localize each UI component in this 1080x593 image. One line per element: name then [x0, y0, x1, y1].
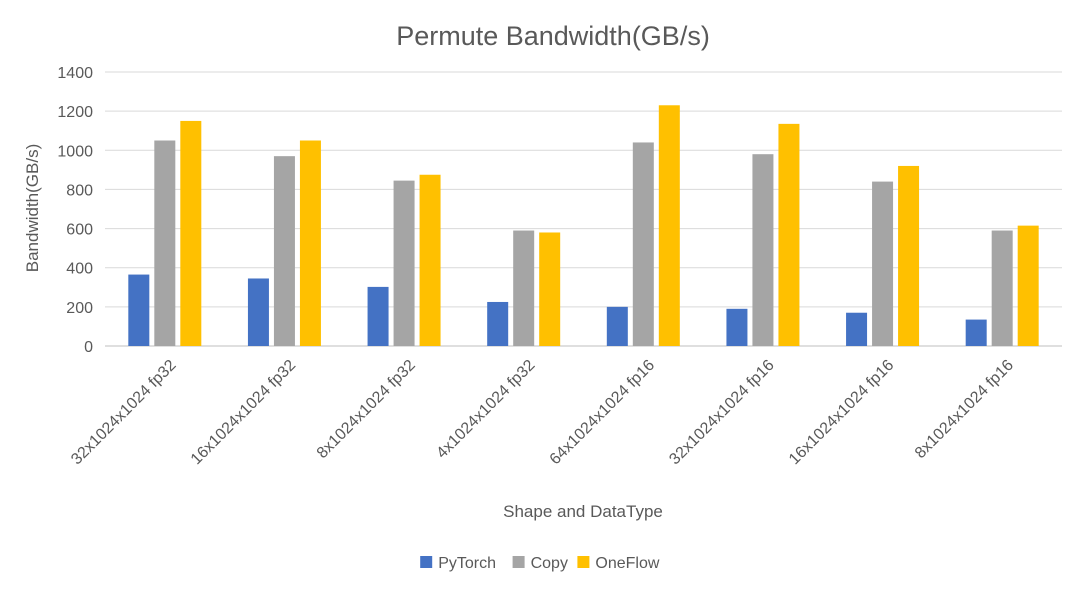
y-tick-label: 200: [66, 300, 93, 317]
y-tick-label: 600: [66, 222, 93, 239]
bar-copy: [513, 230, 535, 346]
bar-pytorch: [367, 286, 389, 346]
chart-title: Permute Bandwidth(GB/s): [396, 21, 710, 51]
bar-oneflow: [419, 174, 441, 346]
bar-pytorch: [128, 274, 150, 346]
bar-oneflow: [658, 105, 680, 347]
legend-swatch: [577, 556, 590, 568]
bar-copy: [991, 230, 1013, 346]
x-tick-label: 32x1024x1024 fp16: [666, 357, 777, 468]
x-tick-label: 32x1024x1024 fp32: [68, 357, 179, 468]
bar-oneflow: [898, 165, 920, 346]
legend-swatch: [512, 556, 525, 568]
bar-pytorch: [487, 301, 509, 346]
bars: [128, 105, 1039, 347]
bar-oneflow: [1017, 225, 1039, 346]
bar-copy: [632, 142, 654, 346]
x-tick-label: 16x1024x1024 fp32: [188, 357, 299, 468]
legend-label: OneFlow: [595, 555, 659, 572]
x-tick-label: 64x1024x1024 fp16: [547, 357, 658, 468]
x-tick-label: 8x1024x1024 fp16: [912, 357, 1017, 462]
y-tick-label: 400: [66, 261, 93, 278]
y-tick-label: 0: [84, 339, 93, 356]
x-tick-label: 4x1024x1024 fp32: [433, 357, 538, 462]
bar-oneflow: [778, 123, 800, 346]
bar-oneflow: [180, 120, 202, 346]
y-tick-label: 800: [66, 182, 93, 199]
bar-copy: [752, 154, 774, 346]
bar-copy: [872, 181, 894, 346]
bar-oneflow: [539, 232, 561, 346]
bar-pytorch: [606, 306, 628, 346]
x-axis-ticks: 32x1024x1024 fp32 16x1024x1024 fp32 8x1024…: [68, 357, 1017, 468]
bar-pytorch: [846, 312, 868, 346]
bar-copy: [273, 156, 295, 346]
y-axis-ticks: 0 200 400 600 800 1000 1200 1400: [57, 65, 93, 356]
legend-swatch: [420, 556, 433, 568]
legend-label: Copy: [531, 555, 568, 572]
x-tick-label: 8x1024x1024 fp32: [314, 357, 419, 462]
y-tick-label: 1400: [57, 65, 93, 82]
y-tick-label: 1000: [57, 143, 93, 160]
bar-copy: [393, 180, 415, 346]
bar-oneflow: [299, 140, 321, 346]
x-axis-label: Shape and DataType: [503, 502, 663, 521]
legend-label: PyTorch: [438, 555, 496, 572]
x-tick-label: 16x1024x1024 fp16: [786, 357, 897, 468]
bar-copy: [154, 140, 176, 346]
bar-pytorch: [965, 319, 987, 346]
legend: PyTorch Copy OneFlow: [420, 555, 660, 572]
bar-pytorch: [726, 308, 748, 346]
y-tick-label: 1200: [57, 104, 93, 121]
y-axis-label: Bandwidth(GB/s): [23, 144, 42, 273]
bar-pytorch: [247, 278, 269, 346]
